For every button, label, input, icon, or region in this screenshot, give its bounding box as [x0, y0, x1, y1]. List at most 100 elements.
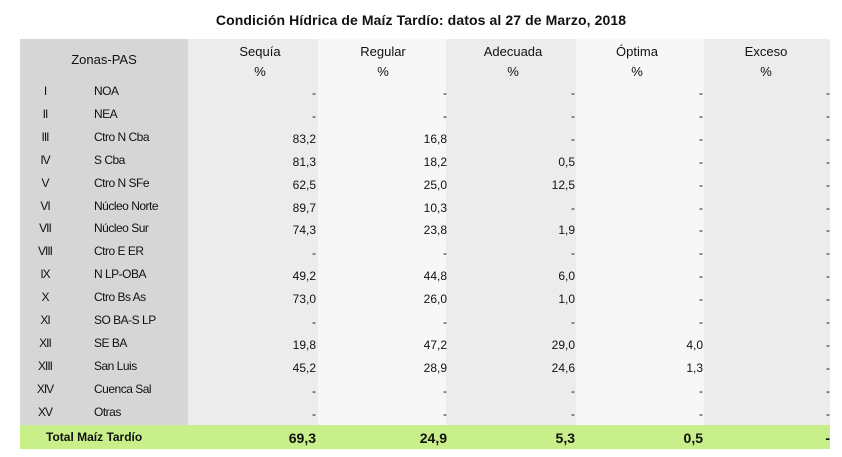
- regular-value: 18,2: [423, 154, 447, 169]
- exceso-value: -: [826, 131, 830, 146]
- adecuada-value: 0,5: [558, 154, 575, 169]
- zone-name: Ctro Bs As: [94, 290, 146, 305]
- zone-name: SE BA: [94, 335, 127, 350]
- zone-name: Ctro N Cba: [94, 129, 150, 144]
- exceso-value: -: [826, 360, 830, 375]
- total-label: Total Maíz Tardío: [46, 430, 143, 444]
- optima-value: -: [699, 154, 703, 169]
- adecuada-value: -: [571, 86, 575, 100]
- zone-number: VI: [40, 198, 50, 213]
- sequia-value: -: [312, 86, 316, 100]
- optima-value: -: [699, 86, 703, 100]
- optima-value: 1,3: [686, 360, 703, 375]
- table-row: XI SO BA-S LP - - - - -: [20, 309, 830, 332]
- zone-name: Otras: [94, 404, 121, 419]
- regular-value: 23,8: [423, 223, 447, 238]
- optima-value: -: [699, 223, 703, 238]
- zone-number: X: [41, 290, 49, 305]
- adecuada-value: 24,6: [551, 360, 575, 375]
- regular-value: 25,0: [423, 177, 447, 192]
- optima-value: -: [699, 383, 703, 398]
- header-sequia-label: Sequía: [239, 44, 281, 59]
- exceso-value: -: [826, 383, 830, 398]
- zone-name: N LP-OBA: [94, 267, 147, 282]
- regular-value: 26,0: [423, 292, 447, 307]
- zone-number: XV: [37, 404, 53, 419]
- total-row: Total Maíz Tardío 69,3 24,9 5,3 0,5 -: [20, 425, 830, 449]
- exceso-value: -: [826, 337, 830, 352]
- sequia-value: 83,2: [292, 131, 316, 146]
- header-exceso-label: Exceso: [744, 44, 788, 59]
- table-row: XV Otras - - - - -: [20, 401, 830, 424]
- table-row: XIII San Luis 45,2 28,9 24,6 1,3 -: [20, 355, 830, 378]
- exceso-value: -: [826, 86, 830, 100]
- optima-value: -: [699, 200, 703, 215]
- zone-name: San Luis: [94, 358, 137, 373]
- zone-name: S Cba: [94, 152, 125, 167]
- optima-value: -: [699, 246, 703, 261]
- sequia-value: -: [312, 246, 316, 261]
- exceso-value: -: [826, 200, 830, 215]
- zone-number: XI: [40, 313, 50, 327]
- adecuada-value: 6,0: [558, 269, 575, 284]
- regular-column-background: [318, 39, 446, 449]
- zone-number: II: [42, 106, 49, 121]
- adecuada-value: -: [571, 383, 575, 398]
- optima-value: 4,0: [686, 337, 703, 352]
- optima-column-background: [576, 39, 704, 449]
- sequia-value: 74,3: [292, 223, 316, 238]
- zone-number: XIII: [37, 358, 53, 373]
- table-row: XIV Cuenca Sal - - - - -: [20, 378, 830, 401]
- exceso-value: -: [826, 223, 830, 238]
- table-row: III Ctro N Cba 83,2 16,8 - - -: [20, 126, 830, 149]
- zone-name: NOA: [94, 84, 119, 98]
- optima-value: -: [699, 292, 703, 307]
- regular-value: -: [443, 246, 447, 261]
- optima-value: -: [699, 108, 703, 123]
- regular-value: 47,2: [423, 337, 447, 352]
- header-sequia: Sequía %: [220, 42, 300, 82]
- zone-number: IX: [40, 267, 50, 282]
- total-exceso-value: -: [825, 430, 830, 446]
- regular-value: 44,8: [423, 269, 447, 284]
- exceso-column-background: [704, 39, 830, 449]
- regular-value: -: [443, 315, 447, 329]
- adecuada-value: -: [571, 315, 575, 329]
- zone-name: Núcleo Norte: [94, 198, 159, 213]
- header-optima-unit: %: [631, 64, 643, 79]
- zone-name: SO BA-S LP: [94, 313, 156, 327]
- zone-number: VIII: [37, 244, 53, 259]
- exceso-value: -: [826, 246, 830, 261]
- zone-name: Cuenca Sal: [94, 381, 152, 396]
- header-optima-label: Óptima: [616, 44, 658, 59]
- regular-value: -: [443, 383, 447, 398]
- sequia-value: -: [312, 315, 316, 329]
- exceso-value: -: [826, 315, 830, 329]
- header-sequia-unit: %: [254, 64, 266, 79]
- table-row: XII SE BA 19,8 47,2 29,0 4,0 -: [20, 332, 830, 355]
- exceso-value: -: [826, 269, 830, 284]
- sequia-value: -: [312, 383, 316, 398]
- adecuada-value: -: [571, 200, 575, 215]
- sequia-value: 19,8: [292, 337, 316, 352]
- sequia-value: 81,3: [292, 154, 316, 169]
- exceso-value: -: [826, 177, 830, 192]
- adecuada-value: 1,0: [558, 292, 575, 307]
- regular-value: 10,3: [423, 200, 447, 215]
- exceso-value: -: [826, 154, 830, 169]
- zone-number: VII: [39, 221, 52, 236]
- header-zonas: Zonas-PAS: [71, 52, 137, 67]
- table-row: VI Núcleo Norte 89,7 10,3 - - -: [20, 195, 830, 218]
- exceso-value: -: [826, 406, 830, 421]
- sequia-value: 49,2: [292, 269, 316, 284]
- table-row: IV S Cba 81,3 18,2 0,5 - -: [20, 149, 830, 172]
- regular-value: -: [443, 406, 447, 421]
- zone-number: XIV: [36, 381, 54, 396]
- zone-number: IV: [40, 152, 50, 167]
- zone-number: V: [41, 175, 49, 190]
- sequia-value: 45,2: [292, 360, 316, 375]
- header-adecuada-unit: %: [507, 64, 519, 79]
- header-exceso: Exceso %: [726, 42, 806, 82]
- header-regular: Regular %: [343, 42, 423, 82]
- adecuada-value: 29,0: [551, 337, 575, 352]
